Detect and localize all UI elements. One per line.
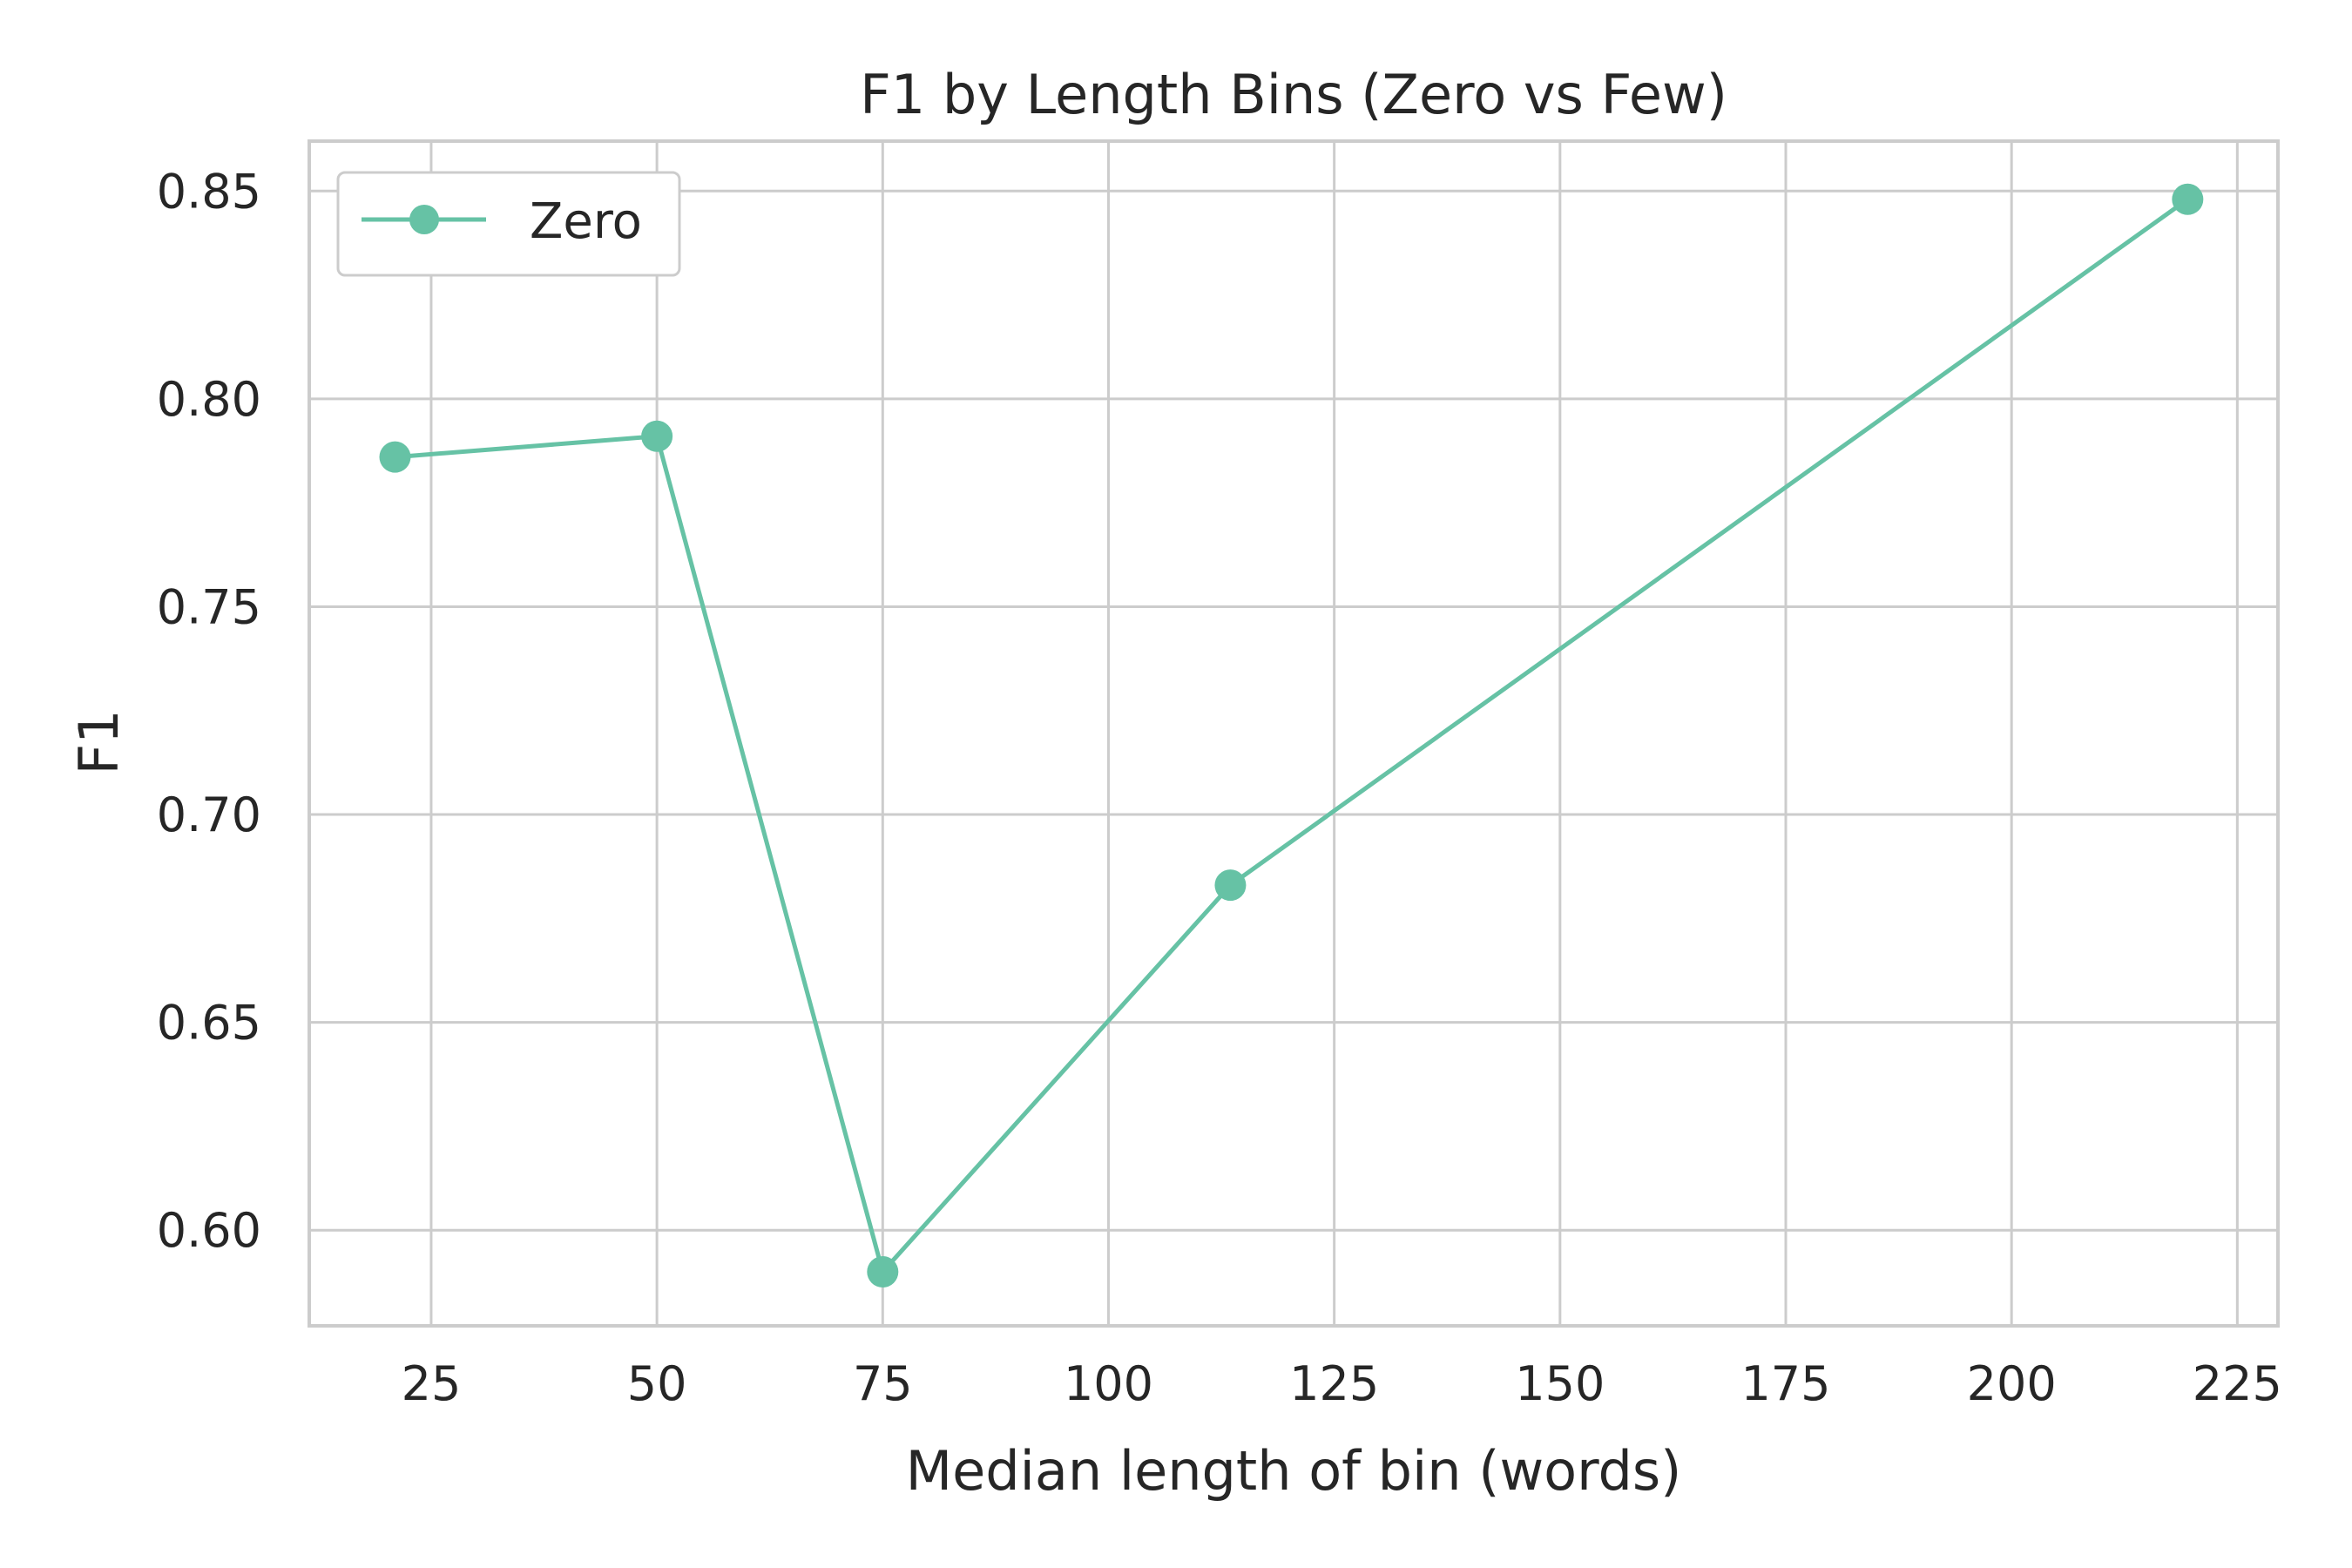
grid [309, 141, 2278, 1326]
x-tick-label: 225 [2193, 1356, 2282, 1411]
data-point [867, 1255, 899, 1288]
data-point [1214, 869, 1247, 902]
legend-marker [409, 205, 439, 234]
y-tick-label: 0.80 [157, 372, 261, 427]
chart-title: F1 by Length Bins (Zero vs Few) [860, 63, 1727, 126]
x-tick-label: 50 [627, 1356, 687, 1411]
data-point [379, 441, 411, 473]
legend-label-zero: Zero [530, 193, 642, 250]
x-tick-label: 125 [1289, 1356, 1379, 1411]
y-tick-label: 0.65 [157, 996, 261, 1051]
x-tick-label: 200 [1967, 1356, 2057, 1411]
data-point [2172, 183, 2204, 215]
y-tick-label: 0.75 [157, 579, 261, 634]
x-tick-label: 100 [1064, 1356, 1153, 1411]
x-tick-labels: 25 50 75 100 125 150 175 200 225 [402, 1356, 2282, 1411]
x-tick-label: 175 [1740, 1356, 1830, 1411]
y-tick-label: 0.60 [157, 1203, 261, 1258]
x-tick-label: 150 [1515, 1356, 1605, 1411]
legend: Zero [336, 171, 681, 277]
x-tick-label: 25 [402, 1356, 462, 1411]
series-layer [379, 183, 2204, 1288]
y-axis-label: F1 [67, 709, 131, 774]
legend-box [336, 171, 681, 277]
y-tick-label: 0.70 [157, 787, 261, 842]
data-point [641, 420, 673, 452]
x-tick-label: 75 [853, 1356, 913, 1411]
y-tick-labels: 0.60 0.65 0.70 0.75 0.80 0.85 [157, 164, 261, 1258]
plot-frame [308, 139, 2280, 1328]
y-tick-label: 0.85 [157, 164, 261, 219]
x-axis-label: Median length of bin (words) [906, 1439, 1682, 1503]
